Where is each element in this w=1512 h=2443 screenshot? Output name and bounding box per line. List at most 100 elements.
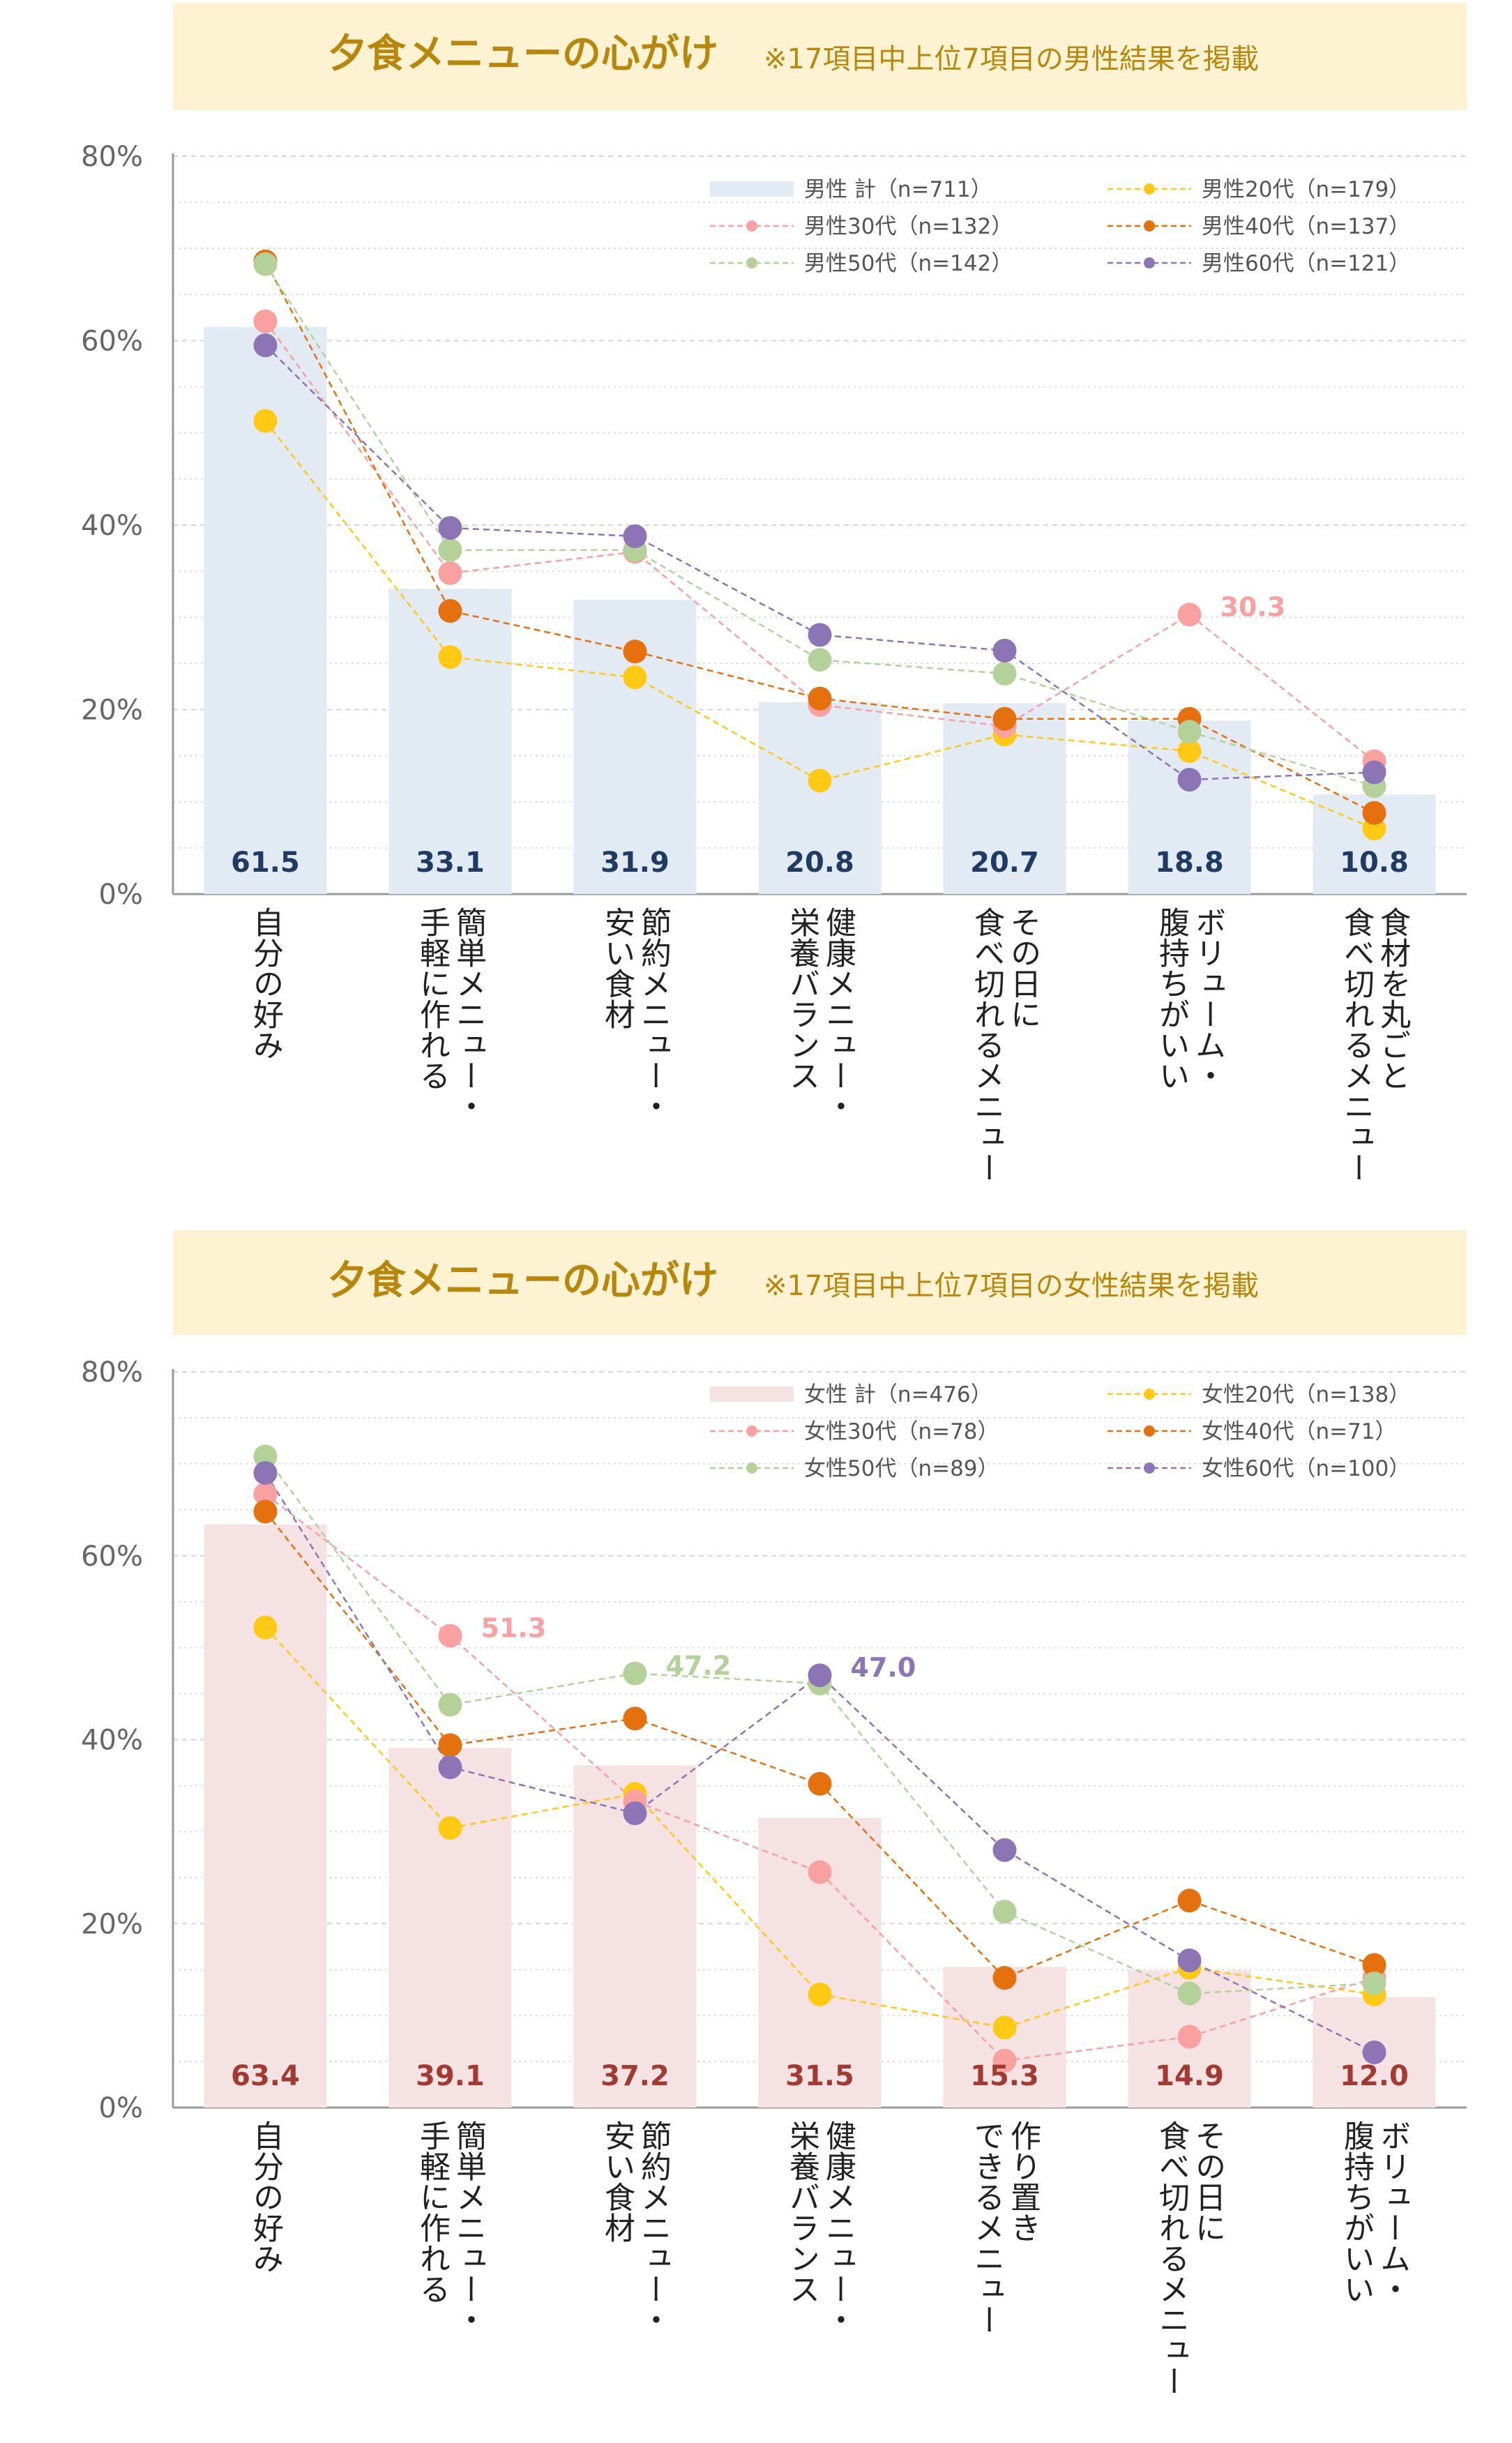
female-chart-panel: 夕食メニューの心がけ ※17項目中上位7項目の女性結果を掲載 <box>173 1230 1467 1335</box>
female-series-point-1 <box>438 1624 462 1648</box>
female-bar-value-label: 14.9 <box>1155 2060 1224 2092</box>
female-category-label: その日に <box>1190 2120 1225 2243</box>
female-title-banner <box>173 1230 1467 1335</box>
male-category-label: ボリューム・ <box>1190 907 1225 1091</box>
female-series-point-0 <box>438 1816 462 1840</box>
female-legend-swatch-marker <box>1144 1425 1155 1437</box>
male-y-tick-label: 40% <box>81 510 143 542</box>
female-series-point-3 <box>1177 1981 1202 2006</box>
female-chart-subtitle: ※17項目中上位7項目の女性結果を掲載 <box>764 1270 1259 1302</box>
male-legend-label: 男性60代（n=121） <box>1202 251 1410 276</box>
female-category-label: 栄養バランス <box>784 2120 819 2304</box>
male-series-point-0 <box>253 409 278 433</box>
male-series-point-3 <box>1177 720 1202 744</box>
male-series-point-4 <box>992 638 1017 663</box>
female-bar-value-label: 31.5 <box>785 2060 854 2092</box>
male-chart-title: 夕食メニューの心がけ <box>328 31 718 77</box>
male-category-label: 自分の好み <box>248 907 283 1060</box>
male-series-point-4 <box>623 524 647 548</box>
female-series-point-4 <box>808 1663 832 1688</box>
male-bar-value-label: 31.9 <box>600 847 670 879</box>
male-series-point-4 <box>1177 768 1202 792</box>
female-category-label: 節約メニュー・ <box>635 2120 671 2335</box>
male-bar-value-label: 20.8 <box>785 847 854 879</box>
female-series-point-1 <box>1177 2025 1202 2049</box>
female-series-point-3 <box>438 1693 462 1717</box>
female-legend-swatch-bar <box>710 1386 794 1402</box>
female-category-label: 作り置き <box>1005 2120 1041 2243</box>
male-series-point-3 <box>808 648 832 672</box>
female-bar-value-label: 39.1 <box>416 2060 485 2092</box>
male-series-point-1 <box>253 309 278 333</box>
male-bar <box>758 702 882 894</box>
male-legend-swatch-marker <box>746 257 757 268</box>
male-series-point-1 <box>438 561 462 585</box>
male-category-label: 簡単メニュー・ <box>451 907 486 1121</box>
male-series-point-4 <box>808 623 832 647</box>
female-series-point-4 <box>623 1801 647 1825</box>
female-bar-value-label: 37.2 <box>600 2060 670 2092</box>
female-series-point-2 <box>623 1707 647 1731</box>
male-chart-subtitle: ※17項目中上位7項目の男性結果を掲載 <box>764 43 1259 75</box>
male-category-label: 食べ切れるメニュー <box>1338 907 1374 1183</box>
female-legend-label: 女性60代（n=100） <box>1202 1456 1410 1481</box>
female-bar-value-label: 63.4 <box>231 2060 300 2092</box>
female-category-label: 簡単メニュー・ <box>451 2120 486 2335</box>
male-category-label: 節約メニュー・ <box>635 907 671 1121</box>
female-series-point-1 <box>992 2048 1017 2073</box>
female-annotation-label: 51.3 <box>481 1612 547 1643</box>
male-series-point-2 <box>438 598 462 623</box>
male-annotation-label: 30.3 <box>1220 591 1286 622</box>
female-legend-label: 女性 計（n=476） <box>804 1382 992 1407</box>
male-y-tick-label: 60% <box>81 326 143 358</box>
male-legend-swatch-marker <box>1144 220 1155 232</box>
female-category-label: 自分の好み <box>248 2120 283 2274</box>
male-category-label: 食材を丸ごと <box>1375 907 1410 1091</box>
female-series-point-0 <box>992 2015 1017 2040</box>
female-series-point-4 <box>1177 1949 1202 1972</box>
female-category-label: 手軽に作れる <box>414 2120 450 2304</box>
female-series-point-4 <box>253 1461 278 1485</box>
male-legend-swatch-marker <box>1144 257 1155 268</box>
female-y-tick-label: 40% <box>81 1725 143 1757</box>
male-series-point-3 <box>992 661 1017 686</box>
male-series-point-4 <box>1362 760 1386 785</box>
male-series-point-2 <box>808 686 832 711</box>
female-y-tick-label: 80% <box>81 1356 143 1389</box>
male-series-point-3 <box>253 252 278 276</box>
female-annotation-label: 47.2 <box>666 1651 732 1681</box>
male-series-point-4 <box>438 515 462 540</box>
male-series-point-2 <box>1362 801 1386 825</box>
male-series-point-0 <box>1177 739 1202 764</box>
female-category-label: 健康メニュー・ <box>820 2120 856 2335</box>
female-y-tick-label: 60% <box>81 1541 143 1573</box>
female-series-point-0 <box>253 1615 278 1640</box>
male-series-point-0 <box>808 769 832 793</box>
female-legend-label: 女性30代（n=78） <box>804 1419 999 1444</box>
male-bar-value-label: 18.8 <box>1155 847 1224 879</box>
female-category-label: 安い食材 <box>599 2120 635 2243</box>
male-category-label: 栄養バランス <box>784 907 819 1091</box>
male-legend-swatch-bar <box>710 181 794 197</box>
female-series-point-3 <box>1362 1971 1386 1995</box>
male-series-point-0 <box>623 665 647 690</box>
female-series-point-2 <box>438 1733 462 1757</box>
female-legend-swatch-marker <box>746 1462 757 1474</box>
male-plot: 0% 20% 40% 60% 80% 61.5 33.1 31.9 20.8 20.7 18.8 10… <box>81 141 1467 1183</box>
female-y-tick-label: 0% <box>99 2092 143 2124</box>
male-series-point-2 <box>623 640 647 664</box>
female-legend-swatch-marker <box>746 1425 757 1437</box>
female-chart-title: 夕食メニューの心がけ <box>328 1258 718 1303</box>
male-legend-label: 男性20代（n=179） <box>1202 177 1410 202</box>
male-category-label: 食べ切れるメニュー <box>969 907 1004 1183</box>
male-series-point-4 <box>253 333 278 358</box>
female-category-label: 腹持ちがいい <box>1338 2120 1374 2304</box>
female-legend-swatch-marker <box>1144 1462 1155 1474</box>
female-legend: 女性 計（n=476） 女性20代（n=138） 女性30代（n=78） 女性40代（… <box>710 1382 1410 1481</box>
female-series-point-4 <box>1362 2040 1386 2064</box>
male-legend: 男性 計（n=711） 男性20代（n=179） 男性30代（n=132） 男性40代… <box>710 177 1410 276</box>
male-series-point-2 <box>992 706 1017 731</box>
female-series-point-4 <box>438 1755 462 1780</box>
female-bar <box>388 1748 512 2108</box>
